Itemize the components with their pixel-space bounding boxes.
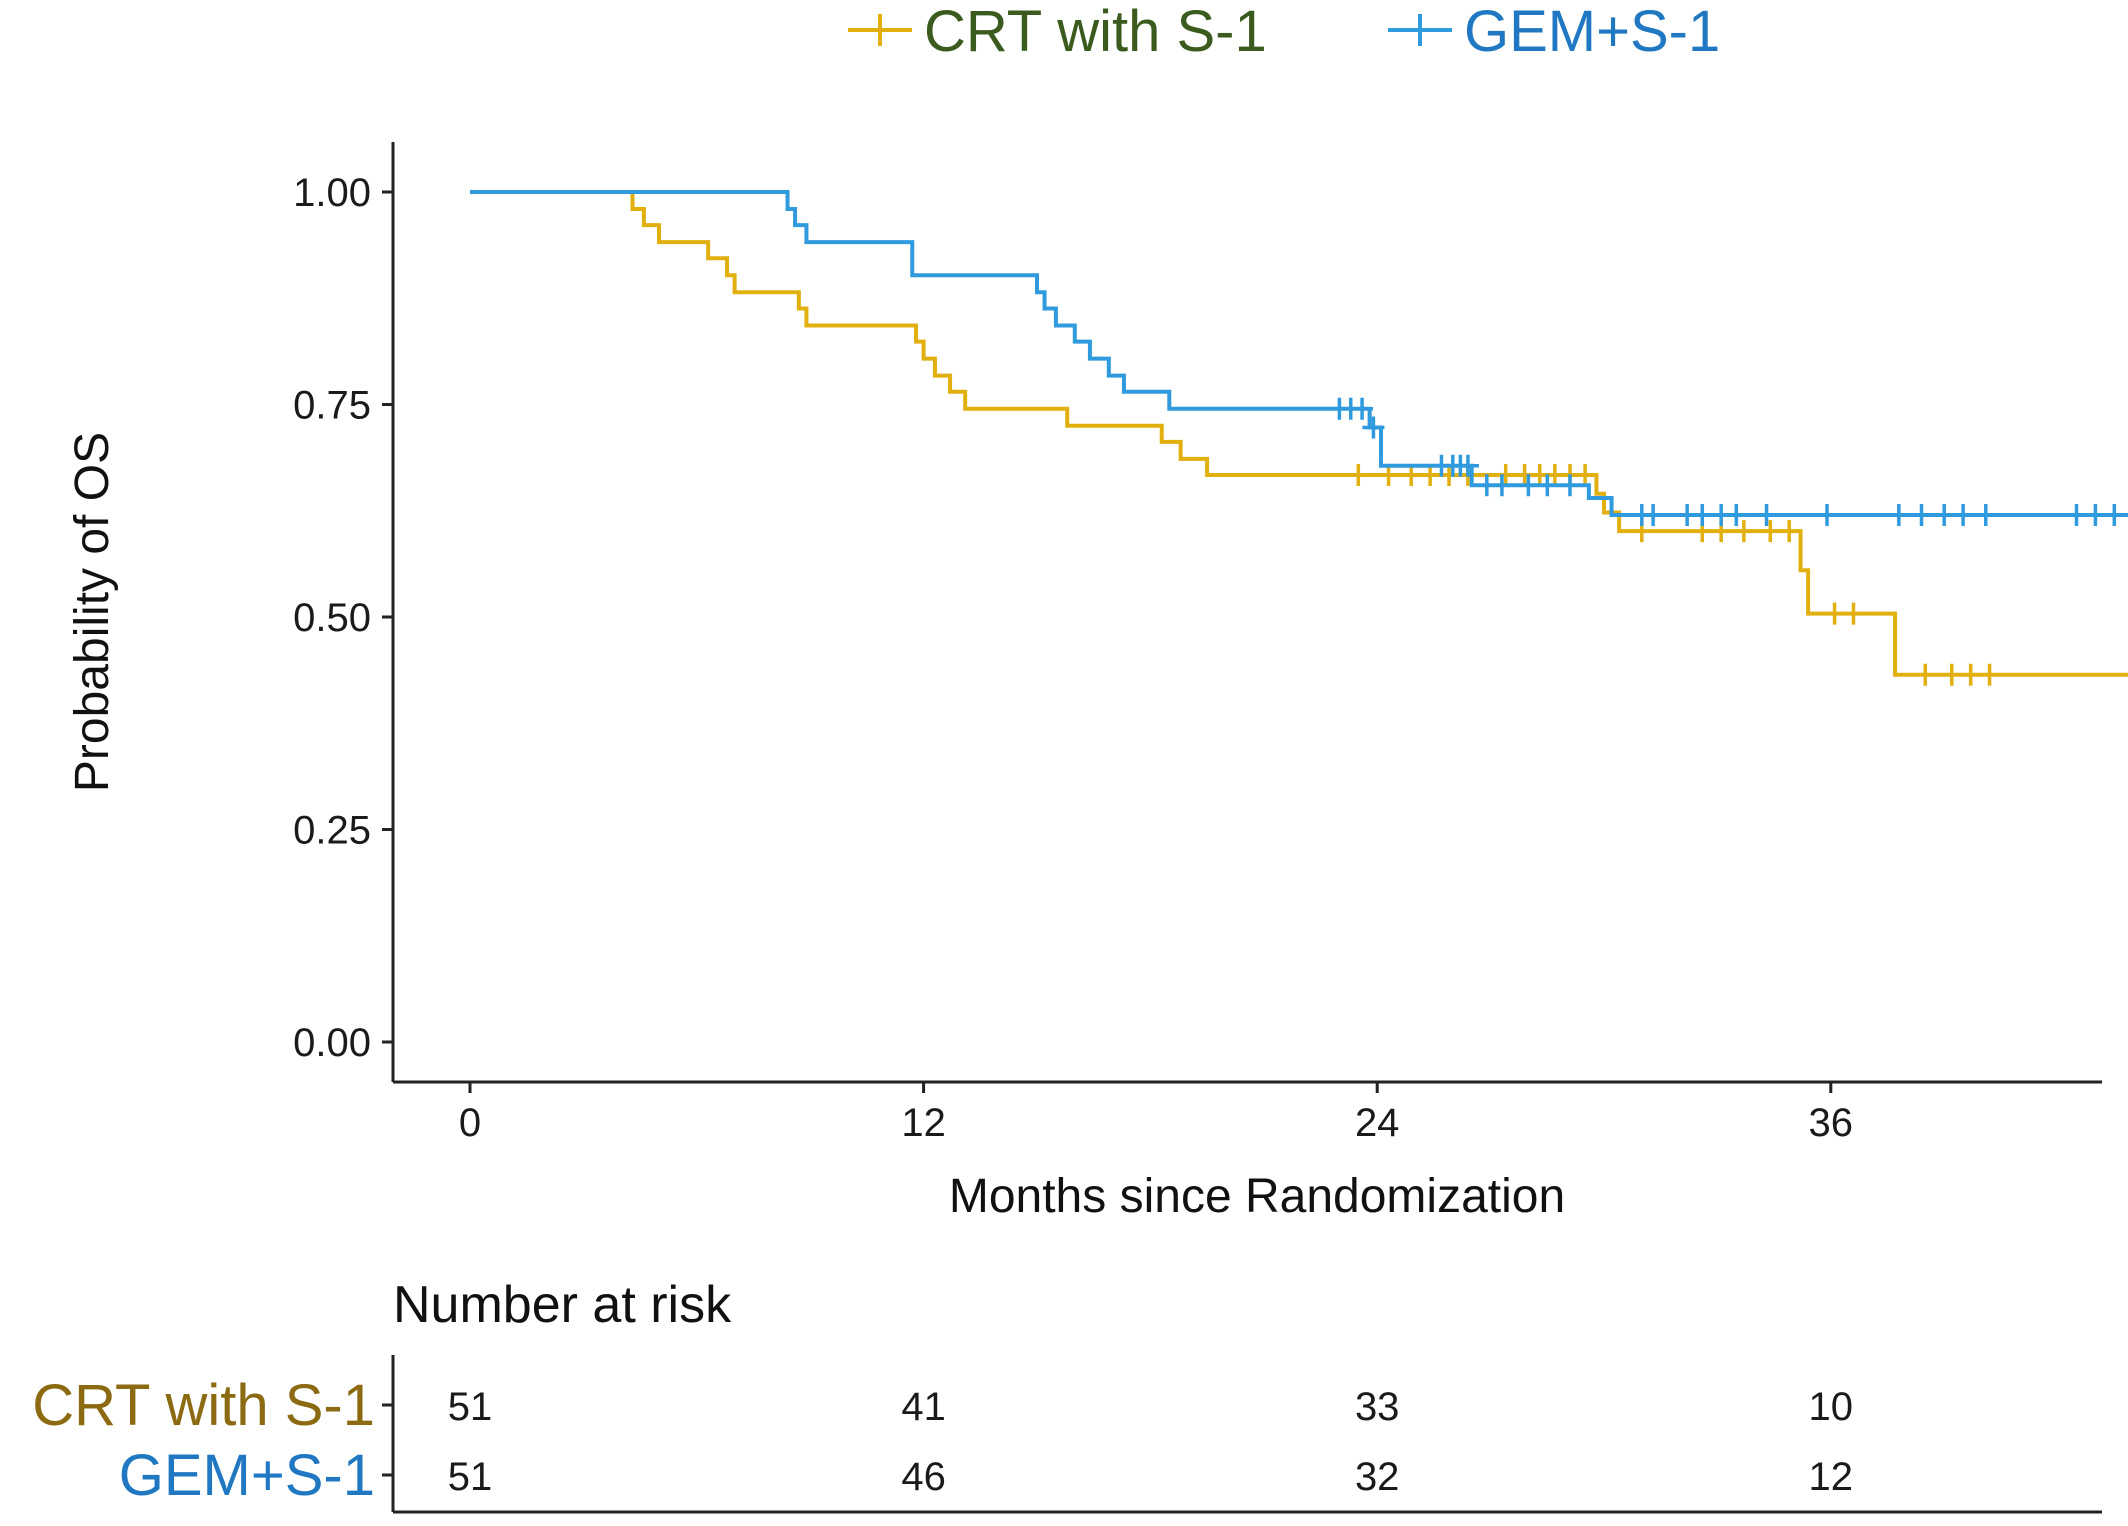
censor-mark (2065, 504, 2088, 526)
censor-mark (1400, 464, 1423, 487)
risk-value: 32 (1355, 1455, 1400, 1499)
risk-value: 46 (901, 1455, 946, 1499)
censor-mark (1778, 520, 1801, 543)
censor-mark (1517, 474, 1540, 497)
censor-mark (1377, 464, 1400, 487)
survival-curves (470, 190, 2128, 686)
censor-mark (1842, 602, 1865, 625)
survival-curve (470, 190, 2128, 677)
censor-mark (1952, 504, 1975, 526)
censor-mark (1978, 663, 2001, 686)
plot-axes: 0.000.250.500.751.00 012243648 Months si… (66, 142, 2102, 1223)
censor-mark (1347, 464, 1370, 487)
censor-mark (2103, 504, 2126, 526)
legend-swatch (1388, 14, 1452, 46)
x-tick-label: 12 (901, 1101, 946, 1145)
risk-value: 41 (901, 1385, 946, 1429)
censor-mark (1732, 520, 1755, 543)
legend-item: GEM+S-1 (1388, 0, 1720, 64)
censor-mark (1910, 504, 1933, 526)
series-gem-s1 (470, 190, 2128, 526)
censor-mark (1351, 397, 1374, 420)
risk-table: Number at risk CRT with S-1514133102GEM+… (32, 1276, 2102, 1514)
risk-value: 33 (1355, 1385, 1400, 1429)
censor-mark (1725, 504, 1748, 526)
censor-mark (1823, 602, 1846, 625)
legend-swatch (848, 14, 912, 46)
censor-mark (1959, 663, 1982, 686)
censor-mark (1887, 504, 1910, 526)
risk-row-label: CRT with S-1 (32, 1373, 375, 1438)
censor-mark (1642, 504, 1665, 526)
censor-mark (1914, 663, 1937, 686)
series-crt-with-s1 (470, 190, 2128, 686)
censor-mark (1490, 474, 1513, 497)
legend-label: CRT with S-1 (924, 0, 1267, 64)
y-axis-ticks: 0.00 0.25 0.50 0.75 1.00 (293, 171, 393, 1065)
legend-label: GEM+S-1 (1464, 0, 1720, 64)
risk-value: 12 (1809, 1455, 1854, 1499)
risk-table-rows: CRT with S-1514133102GEM+S-1514632123 (32, 1373, 1854, 1508)
x-tick-label: 24 (1355, 1101, 1400, 1145)
x-axis-ticks: 012243648 (459, 1082, 1854, 1145)
censor-mark (1755, 504, 1778, 526)
censor-mark (1816, 504, 1839, 526)
legend: CRT with S-1 GEM+S-1 (848, 0, 1720, 64)
y-tick-label: 1.00 (293, 171, 371, 215)
censor-mark (1933, 504, 1956, 526)
risk-row: GEM+S-1514632123 (119, 1443, 1854, 1508)
risk-value: 51 (448, 1455, 493, 1499)
risk-value: 51 (448, 1385, 493, 1429)
censor-mark (1494, 464, 1517, 487)
x-axis-title: Months since Randomization (949, 1170, 1565, 1223)
y-tick-label: 0.00 (293, 1021, 371, 1065)
censor-mark (1759, 520, 1782, 543)
risk-value: 10 (1809, 1385, 1854, 1429)
censor-mark (2084, 504, 2107, 526)
censor-mark (1974, 504, 1997, 526)
y-tick-label: 0.75 (293, 384, 371, 428)
legend-item: CRT with S-1 (848, 0, 1267, 64)
censor-mark (1456, 454, 1479, 477)
y-axis-title: Probability of OS (66, 432, 119, 792)
risk-row: CRT with S-1514133102 (32, 1373, 1854, 1438)
censor-mark (1558, 474, 1581, 497)
censor-mark (1940, 663, 1963, 686)
y-tick-label: 0.25 (293, 809, 371, 853)
x-tick-label: 36 (1809, 1101, 1854, 1145)
censor-mark (1574, 464, 1597, 487)
x-tick-label: 0 (459, 1101, 481, 1145)
censor-mark (1536, 474, 1559, 497)
survival-curve (470, 190, 2128, 517)
censor-mark (1362, 416, 1385, 439)
risk-row-label: GEM+S-1 (119, 1443, 375, 1508)
censor-mark (1419, 464, 1442, 487)
y-tick-label: 0.50 (293, 596, 371, 640)
censor-mark (1691, 504, 1714, 526)
risk-table-title: Number at risk (393, 1276, 732, 1334)
